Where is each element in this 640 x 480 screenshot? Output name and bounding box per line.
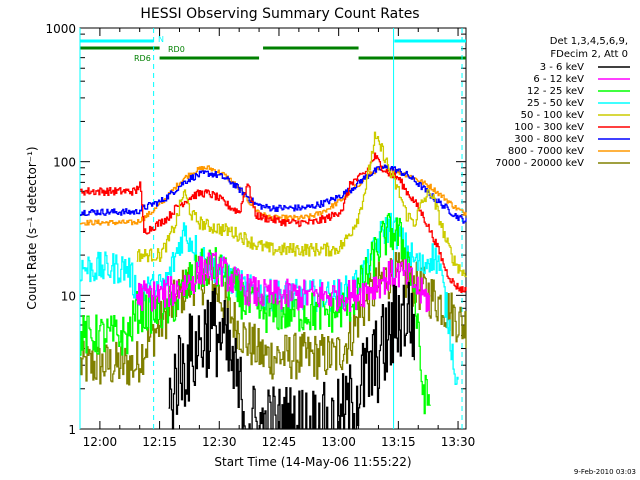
status-bar-label-rd6: RD6 xyxy=(134,54,151,63)
legend-label-6: 300 - 800 keV xyxy=(514,134,584,145)
series-line-100-300-kev xyxy=(80,152,467,293)
y-tick-label-2: 100 xyxy=(53,156,76,170)
legend-label-3: 25 - 50 keV xyxy=(527,98,584,109)
y-tick-label-3: 1000 xyxy=(45,22,76,36)
x-tick-label-3: 12:45 xyxy=(262,435,297,449)
y-axis-label: Count Rate (s⁻¹ detector⁻¹) xyxy=(25,146,39,309)
series-line-6-12-kev xyxy=(135,252,431,313)
series-line-3-6-kev xyxy=(168,281,415,430)
x-tick-label-5: 13:15 xyxy=(381,435,416,449)
legend-label-2: 12 - 25 keV xyxy=(527,86,584,97)
status-bar-label-n: N xyxy=(158,35,164,44)
y-tick-label-0: 1 xyxy=(68,423,76,437)
x-tick-label-6: 13:30 xyxy=(441,435,476,449)
y-tick-label-1: 10 xyxy=(61,289,76,303)
series-line-50-100-kev xyxy=(136,131,467,278)
x-axis-label: Start Time (14-May-06 11:55:22) xyxy=(214,455,411,469)
legend-header-line-2: FDecim 2, Att 0 xyxy=(550,49,628,60)
legend-label-4: 50 - 100 keV xyxy=(521,110,585,121)
chart-title: HESSI Observing Summary Count Rates xyxy=(140,6,419,22)
legend-label-0: 3 - 6 keV xyxy=(540,62,584,73)
series-line-7000-20000-kev xyxy=(80,252,467,386)
x-tick-label-1: 12:15 xyxy=(142,435,177,449)
plot-area: 12:00 12:15 12:30 12:45 13:00 13:15 13:30 1 10 10… xyxy=(45,22,475,449)
legend-label-7: 800 - 7000 keV xyxy=(508,146,584,157)
legend-label-8: 7000 - 20000 keV xyxy=(495,158,584,169)
status-bar-label-rd0: RD0 xyxy=(168,45,185,54)
x-tick-label-4: 13:00 xyxy=(321,435,356,449)
legend-header-line-1: Det 1,3,4,5,6,9, xyxy=(550,36,628,47)
x-tick-label-0: 12:00 xyxy=(83,435,118,449)
footer-timestamp: 9-Feb-2010 03:03 xyxy=(574,468,636,476)
series-line-300-800-kev xyxy=(80,164,467,224)
legend-label-5: 100 - 300 keV xyxy=(514,122,584,133)
legend-label-1: 6 - 12 keV xyxy=(533,74,584,85)
legend: Det 1,3,4,5,6,9, FDecim 2, Att 0 3 - 6 k… xyxy=(495,36,630,169)
x-tick-label-2: 12:30 xyxy=(202,435,237,449)
